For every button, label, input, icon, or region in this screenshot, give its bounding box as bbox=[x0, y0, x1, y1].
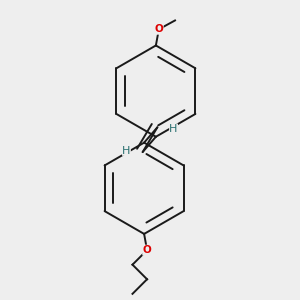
Text: O: O bbox=[154, 24, 163, 34]
Text: H: H bbox=[169, 124, 178, 134]
Text: H: H bbox=[122, 146, 130, 156]
Text: O: O bbox=[143, 245, 152, 255]
